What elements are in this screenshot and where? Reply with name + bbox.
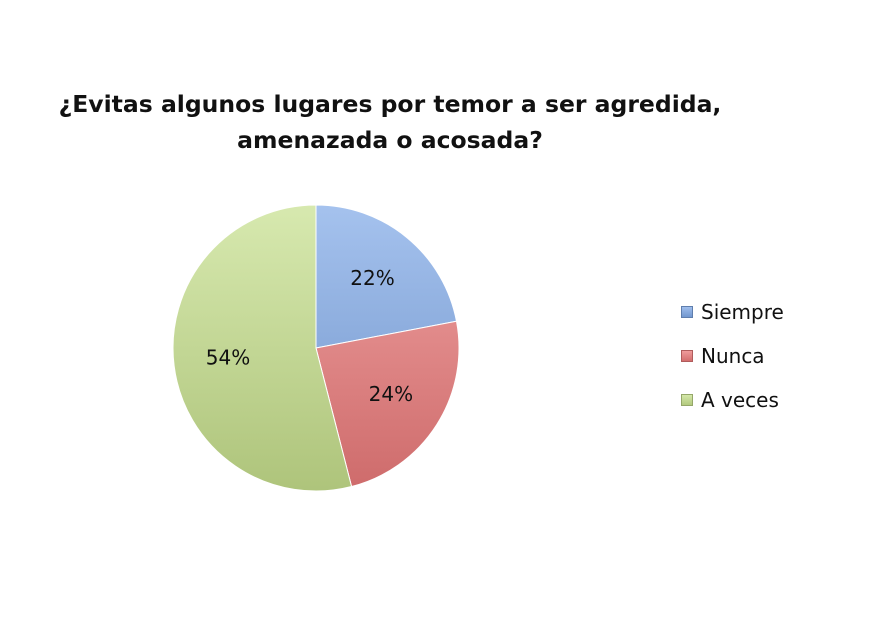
legend-item-a-veces: A veces — [681, 378, 784, 422]
chart-legend: Siempre Nunca A veces — [681, 290, 784, 422]
legend-swatch — [681, 306, 693, 318]
pie-slice-labels: 22% 24% 54% — [206, 266, 413, 406]
slice-label-a-veces: 54% — [206, 346, 250, 370]
chart-title-line-1: ¿Evitas algunos lugares por temor a ser … — [58, 90, 722, 118]
chart-title: ¿Evitas algunos lugares por temor a ser … — [40, 86, 740, 158]
slice-label-nunca: 24% — [369, 382, 413, 406]
slice-label-siempre: 22% — [350, 266, 394, 290]
chart-title-line-2: amenazada o acosada? — [237, 126, 543, 154]
legend-label: Siempre — [701, 300, 784, 324]
legend-label: Nunca — [701, 344, 765, 368]
legend-swatch — [681, 350, 693, 362]
pie-slice-siempre — [315, 204, 458, 349]
legend-item-nunca: Nunca — [681, 334, 784, 378]
legend-item-siempre: Siempre — [681, 290, 784, 334]
legend-label: A veces — [701, 388, 779, 412]
pie-slice-a-veces — [172, 204, 353, 492]
legend-swatch — [681, 394, 693, 406]
pie-slices — [172, 204, 460, 492]
pie-slice-nunca — [315, 320, 460, 488]
